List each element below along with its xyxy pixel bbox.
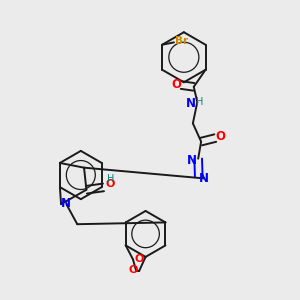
Text: H: H	[107, 174, 115, 184]
Text: O: O	[216, 130, 226, 143]
Text: H: H	[196, 97, 203, 106]
Text: O: O	[134, 254, 144, 264]
Text: N: N	[187, 154, 197, 167]
Text: O: O	[128, 265, 138, 275]
Text: O: O	[106, 179, 115, 189]
Text: O: O	[171, 78, 181, 91]
Text: N: N	[199, 172, 209, 185]
Text: Br: Br	[175, 36, 188, 46]
Text: N: N	[186, 97, 196, 110]
Text: N: N	[61, 197, 71, 210]
